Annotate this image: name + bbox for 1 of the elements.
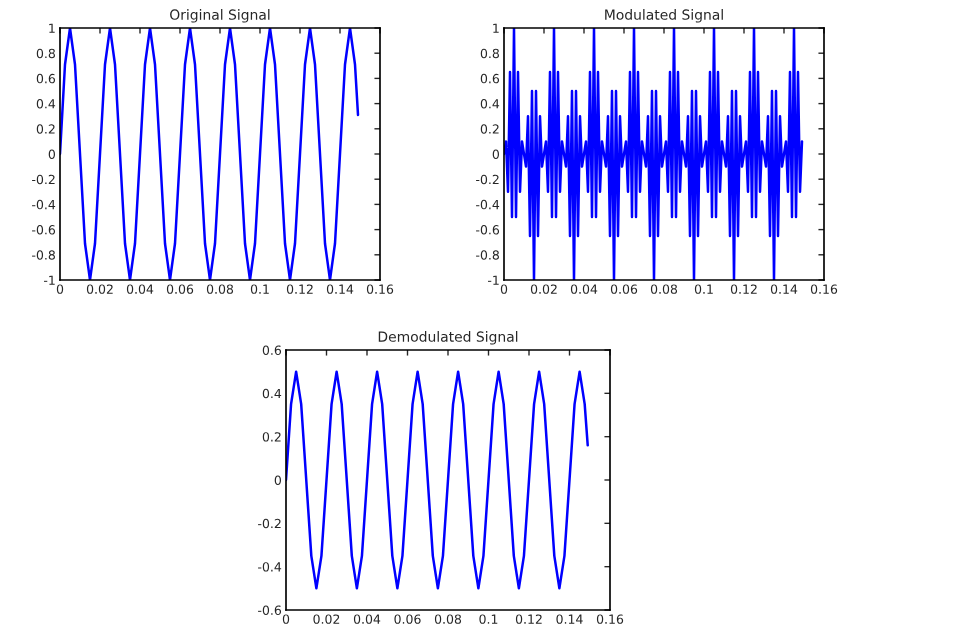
line-series bbox=[286, 370, 589, 590]
